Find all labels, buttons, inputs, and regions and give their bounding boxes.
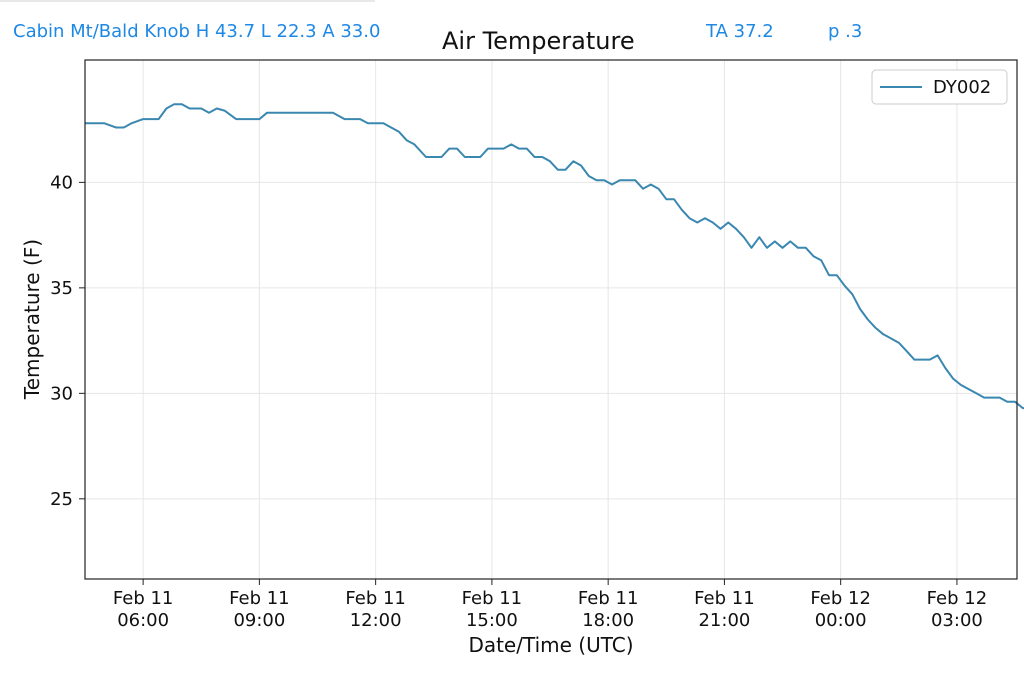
series-line-dy002 [85, 103, 1024, 410]
x-tick-label-date: Feb 11 [694, 588, 755, 609]
x-tick-label-date: Feb 11 [578, 588, 639, 609]
x-axis-label: Date/Time (UTC) [468, 633, 633, 657]
x-tick-label-time: 06:00 [117, 610, 169, 631]
series-layer [85, 103, 1024, 410]
y-tick-label: 25 [50, 489, 73, 510]
x-tick-label-time: 09:00 [233, 610, 285, 631]
x-tick-label-time: 21:00 [698, 610, 750, 631]
plot-frame [84, 59, 1018, 580]
y-axis-label: Temperature (F) [20, 239, 44, 400]
x-tick-label-date: Feb 12 [810, 588, 871, 609]
x-tick-label-time: 03:00 [931, 610, 983, 631]
legend-box [871, 69, 1008, 105]
x-tick-label-date: Feb 11 [229, 588, 290, 609]
x-tick-label-date: Feb 11 [113, 588, 174, 609]
grid [85, 60, 1017, 579]
y-tick-label: 30 [50, 383, 73, 404]
x-tick-label-time: 18:00 [582, 610, 634, 631]
x-tick-label-date: Feb 11 [462, 588, 523, 609]
x-tick-label-time: 15:00 [466, 610, 518, 631]
top-divider [0, 0, 375, 2]
chart-title: Air Temperature [442, 27, 635, 55]
x-tick-label-date: Feb 12 [927, 588, 988, 609]
station-summary: Cabin Mt/Bald Knob H 43.7 L 22.3 A 33.0 [13, 21, 381, 42]
x-tick-label-time: 12:00 [350, 610, 402, 631]
ta-reading: TA 37.2 [706, 21, 774, 42]
y-tick-label: 35 [50, 278, 73, 299]
x-tick-label-date: Feb 11 [345, 588, 406, 609]
legend-label: DY002 [933, 77, 991, 98]
x-tick-label-time: 00:00 [815, 610, 867, 631]
y-tick-label: 40 [50, 172, 73, 193]
legend: DY002 [871, 69, 1008, 105]
page-indicator[interactable]: p .3 [828, 21, 863, 42]
